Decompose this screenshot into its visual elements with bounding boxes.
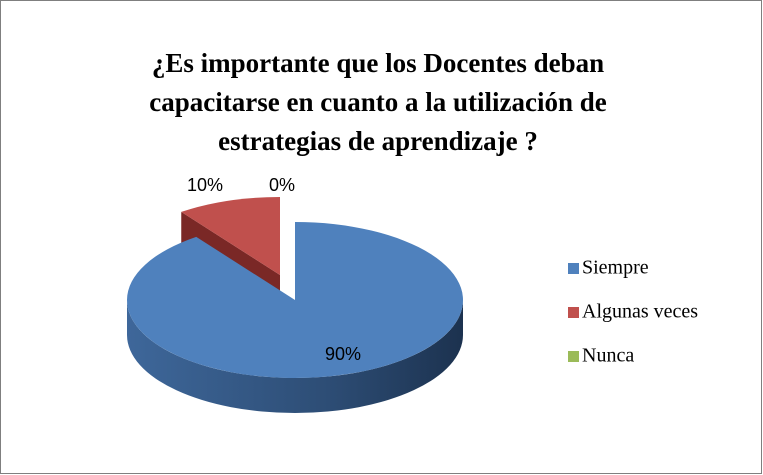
- legend: Siempre Algunas veces Nunca: [568, 257, 698, 367]
- legend-swatch: [568, 307, 579, 318]
- chart-title: ¿Es importante que los Docentes deban: [152, 48, 604, 78]
- slice: [126, 222, 463, 379]
- legend-label: Algunas veces: [582, 301, 698, 323]
- legend-swatch: [568, 263, 579, 274]
- legend-swatch: [568, 351, 579, 362]
- chart-title: capacitarse en cuanto a la utilización d…: [149, 87, 606, 117]
- slice: [181, 197, 280, 275]
- legend-label: Siempre: [582, 257, 649, 279]
- chart-title: estrategias de aprendizaje ?: [218, 126, 538, 156]
- legend-label: Nunca: [582, 345, 634, 367]
- slice-side: [127, 300, 463, 413]
- data-label: 0%: [269, 175, 295, 195]
- data-label: 10%: [187, 175, 223, 195]
- data-label: 90%: [325, 344, 361, 364]
- pie: 90% 10% 0%: [126, 175, 463, 413]
